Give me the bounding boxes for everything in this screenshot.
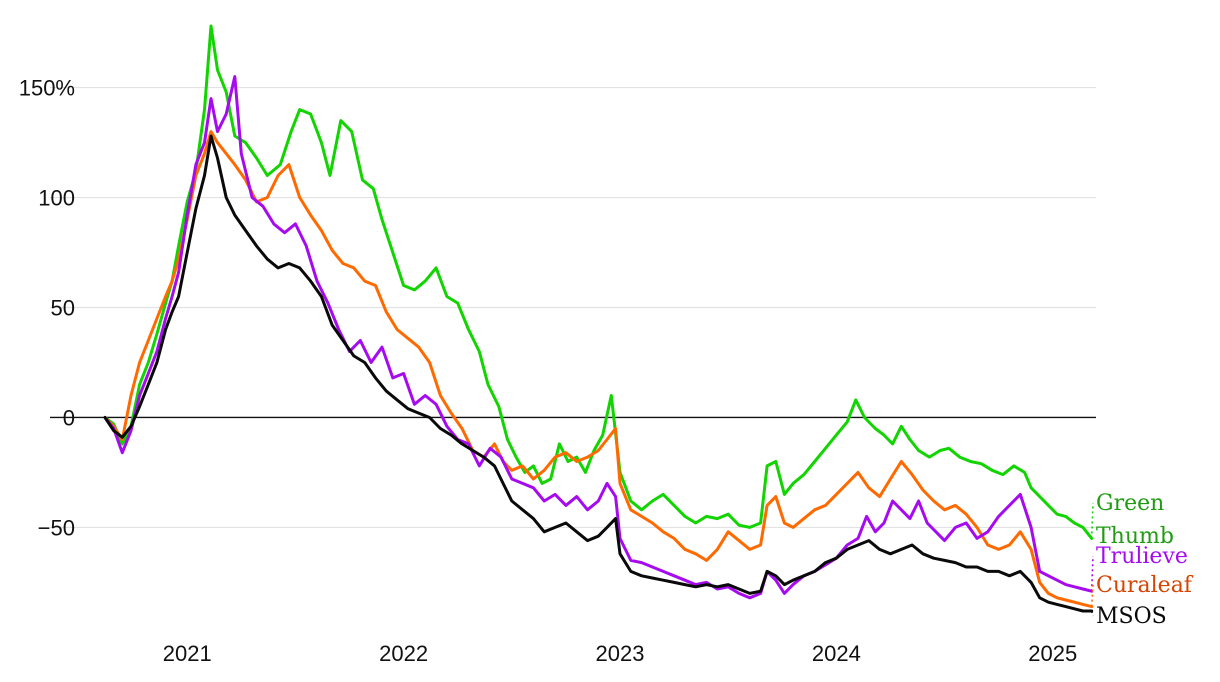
series-line-curaleaf <box>103 130 1094 609</box>
series-lines <box>103 24 1094 613</box>
x-tick-label: 2024 <box>812 641 861 666</box>
y-tick-label: 0 <box>63 405 75 430</box>
label-leader <box>1090 584 1094 607</box>
series-line-trulieve <box>103 75 1094 600</box>
label-leader <box>1090 610 1094 617</box>
series-line-msos <box>103 134 1094 613</box>
y-tick-label: 150% <box>19 76 75 101</box>
y-tick-label: −50 <box>38 515 75 540</box>
x-axis: 2021 2022 2023 2024 2025 <box>163 641 1077 666</box>
series-label-curaleaf: Curaleaf <box>1096 573 1194 598</box>
y-tick-label: 100 <box>38 186 75 211</box>
series-line-green-thumb <box>103 24 1094 540</box>
label-leader <box>1090 555 1094 592</box>
y-axis: 150% 100 50 0 −50 <box>19 76 75 541</box>
series-label-msos: MSOS <box>1096 604 1167 629</box>
label-leader <box>1090 502 1094 539</box>
y-tick-label: 50 <box>51 296 75 321</box>
x-tick-label: 2025 <box>1028 641 1077 666</box>
series-label-green-thumb: Green <box>1096 491 1164 516</box>
series-label-trulieve: Trulieve <box>1096 544 1188 569</box>
x-tick-label: 2022 <box>379 641 428 666</box>
x-tick-label: 2023 <box>595 641 644 666</box>
x-tick-label: 2021 <box>163 641 212 666</box>
series-label-green-thumb: Thumb <box>1096 524 1174 549</box>
